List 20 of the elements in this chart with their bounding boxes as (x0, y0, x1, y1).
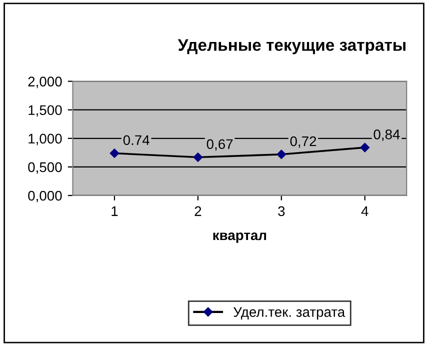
x-tick-label: 4 (361, 206, 368, 216)
y-tick-label: 1,500 (28, 105, 62, 117)
x-tick-label: 2 (194, 206, 202, 216)
data-label: 0.74 (123, 135, 150, 146)
y-tick-label: 0,500 (28, 162, 62, 174)
chart-title: Удельные текущие затраты (178, 39, 406, 54)
data-label: 0,67 (206, 139, 233, 151)
point (360, 142, 370, 152)
y-tick-label: 1,000 (28, 134, 62, 146)
point (193, 152, 203, 162)
point (276, 150, 286, 160)
data-label: 0,72 (290, 136, 316, 148)
x-tick-label: 3 (278, 206, 285, 216)
data-label: 0,84 (374, 130, 400, 141)
y-tick-label: 2,000 (28, 76, 62, 88)
x-tick-label: 1 (112, 206, 118, 216)
point (110, 148, 120, 158)
y-tick-label: 0,000 (28, 190, 62, 202)
x-axis-title: квартал (213, 232, 266, 243)
legend-label: Удел.тек. затрата (233, 307, 346, 320)
